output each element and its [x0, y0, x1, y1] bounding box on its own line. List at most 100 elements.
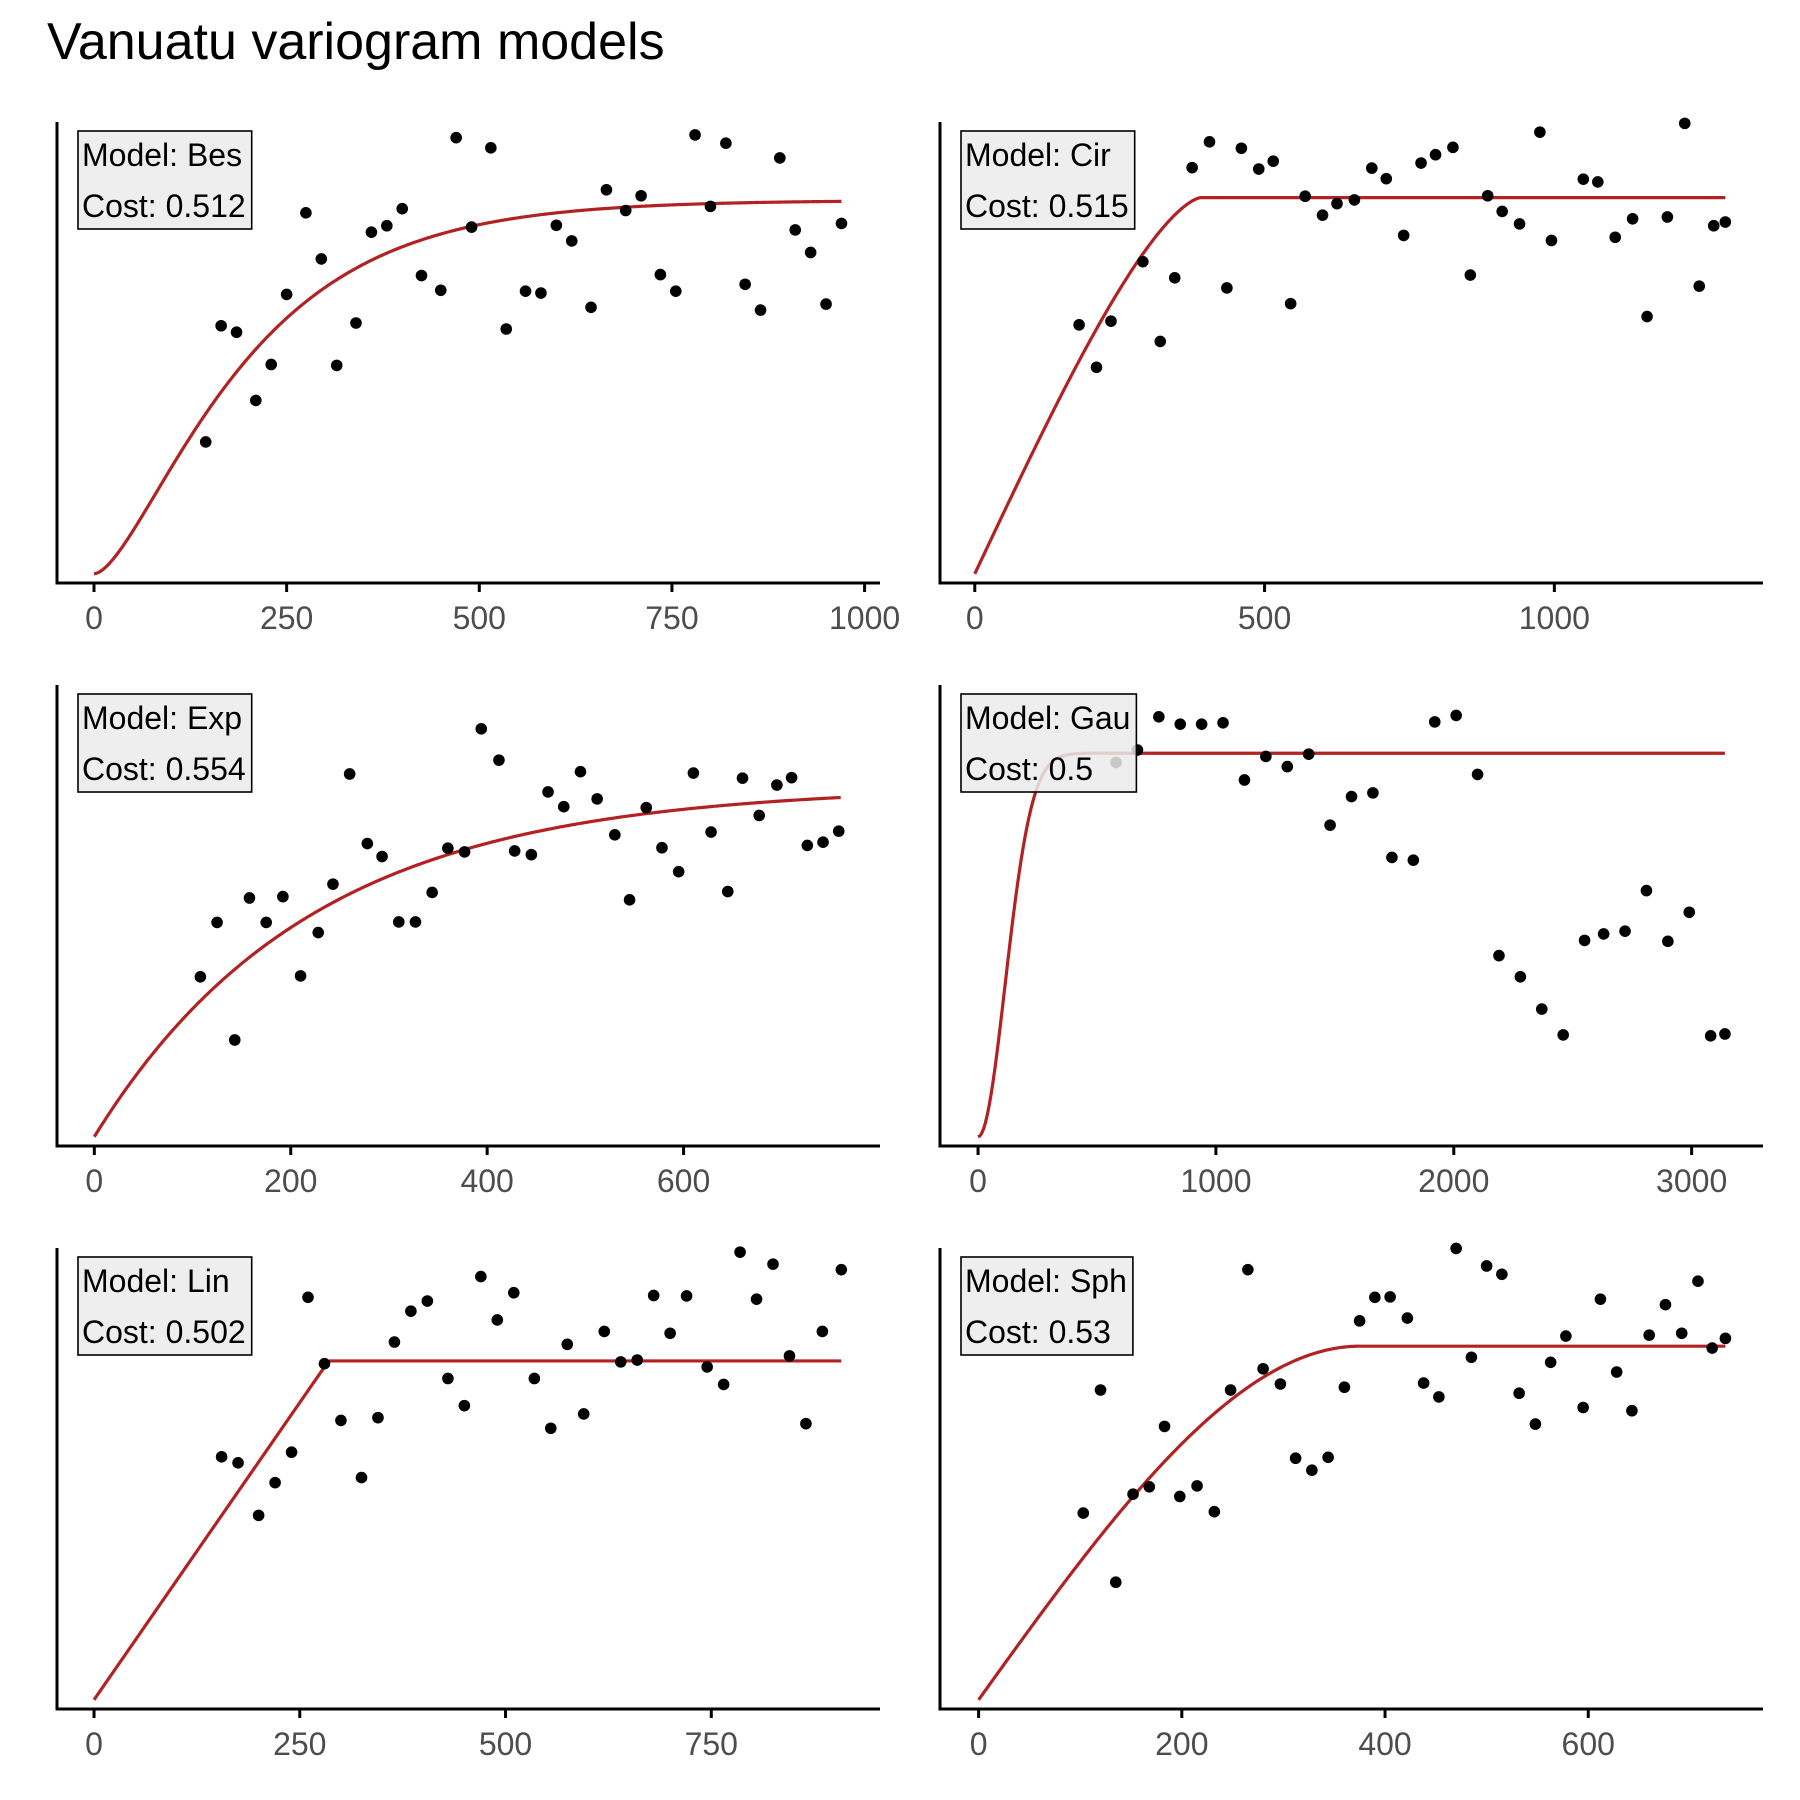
fitted-model-line [977, 751, 1725, 1139]
data-point [1217, 717, 1229, 729]
data-point [300, 207, 312, 219]
data-point [1077, 1507, 1090, 1519]
data-point [1306, 1464, 1318, 1477]
data-point [1353, 1315, 1366, 1327]
data-point [1299, 190, 1311, 203]
data-point [1464, 269, 1477, 281]
data-point [1529, 1418, 1542, 1430]
data-point [269, 1476, 281, 1489]
x-tick-label: 500 [479, 1726, 532, 1762]
data-point [409, 916, 422, 928]
data-point [243, 892, 256, 904]
data-point [614, 1356, 627, 1368]
data-point [1158, 1420, 1171, 1433]
data-point [1365, 162, 1378, 174]
data-point [1316, 209, 1329, 221]
data-point [550, 219, 563, 232]
data-point [647, 1289, 660, 1302]
data-point [1557, 1029, 1569, 1041]
data-point [1384, 1291, 1396, 1303]
data-point [1090, 361, 1103, 374]
data-point [458, 846, 471, 858]
cost-label: Cost: 0.515 [965, 188, 1129, 224]
data-point [591, 793, 603, 805]
x-tick-label: 0 [966, 600, 984, 636]
data-point [734, 1246, 746, 1258]
model-label-box: Model: Sph Cost: 0.53 [960, 1256, 1134, 1356]
data-point [1496, 1268, 1508, 1281]
data-point [265, 358, 278, 371]
data-point [1173, 1490, 1186, 1503]
data-point [1496, 205, 1508, 218]
cost-label: Cost: 0.5 [965, 751, 1093, 787]
data-point [215, 319, 227, 332]
model-name-label: Model: Sph [965, 1263, 1127, 1299]
data-point [1397, 229, 1410, 242]
data-point [635, 189, 647, 202]
data-point [450, 131, 462, 144]
data-point [1610, 1366, 1623, 1378]
data-point [717, 1378, 730, 1391]
data-point [1415, 157, 1427, 169]
data-point [1661, 211, 1674, 223]
data-point [388, 1336, 401, 1348]
data-point [561, 1338, 574, 1351]
data-point [1513, 218, 1526, 230]
data-point [442, 842, 454, 854]
data-point [631, 1354, 644, 1366]
data-point [545, 1422, 557, 1435]
label-box-background [960, 130, 1136, 230]
x-tick-label: 2000 [1418, 1163, 1489, 1199]
data-point [1662, 935, 1674, 948]
data-point [1331, 197, 1343, 210]
data-point [1640, 884, 1653, 897]
data-point [232, 1457, 244, 1469]
data-point [355, 1471, 368, 1484]
data-point [1706, 1342, 1718, 1354]
label-box-background [77, 1256, 253, 1356]
data-point [1238, 774, 1251, 786]
data-point [1643, 1329, 1656, 1341]
data-point [704, 200, 717, 213]
model-name-label: Model: Cir [965, 137, 1111, 173]
data-point [315, 253, 328, 265]
x-tick-label: 0 [85, 600, 103, 636]
data-point [1407, 854, 1420, 866]
data-point [1417, 1377, 1430, 1389]
data-point [1692, 1275, 1704, 1287]
data-point [1401, 1312, 1414, 1324]
data-point [199, 436, 212, 448]
x-tick-label: 1000 [829, 600, 900, 636]
data-point [1137, 255, 1149, 268]
data-point [280, 288, 293, 301]
data-point [1534, 126, 1546, 138]
data-point [507, 1286, 520, 1299]
x-tick-label: 3000 [1656, 1163, 1727, 1199]
data-point [835, 1263, 848, 1276]
data-point [194, 971, 207, 983]
model-name-label: Model: Bes [82, 137, 242, 173]
data-point [493, 754, 505, 766]
data-point [1626, 213, 1639, 225]
fitted-model-line [973, 196, 1726, 575]
data-point [1154, 335, 1167, 348]
data-point [804, 246, 817, 259]
data-point [434, 284, 447, 297]
data-point [1577, 173, 1590, 185]
data-point [1659, 1298, 1672, 1311]
data-point [623, 894, 636, 906]
model-name-label: Model: Lin [82, 1263, 230, 1299]
data-point [1428, 716, 1441, 728]
data-point [1675, 1327, 1688, 1340]
data-point [1544, 1356, 1557, 1369]
data-point [330, 359, 343, 372]
data-point [720, 137, 732, 150]
data-point [312, 926, 325, 939]
data-point [211, 916, 223, 929]
panel-gau: 0 1000 2000 3000 Model: Gau Cost: 0.5 [938, 685, 1763, 1199]
label-box-background [960, 1256, 1134, 1356]
data-point [739, 278, 751, 291]
x-tick-label: 750 [645, 600, 698, 636]
data-point [783, 1350, 796, 1362]
